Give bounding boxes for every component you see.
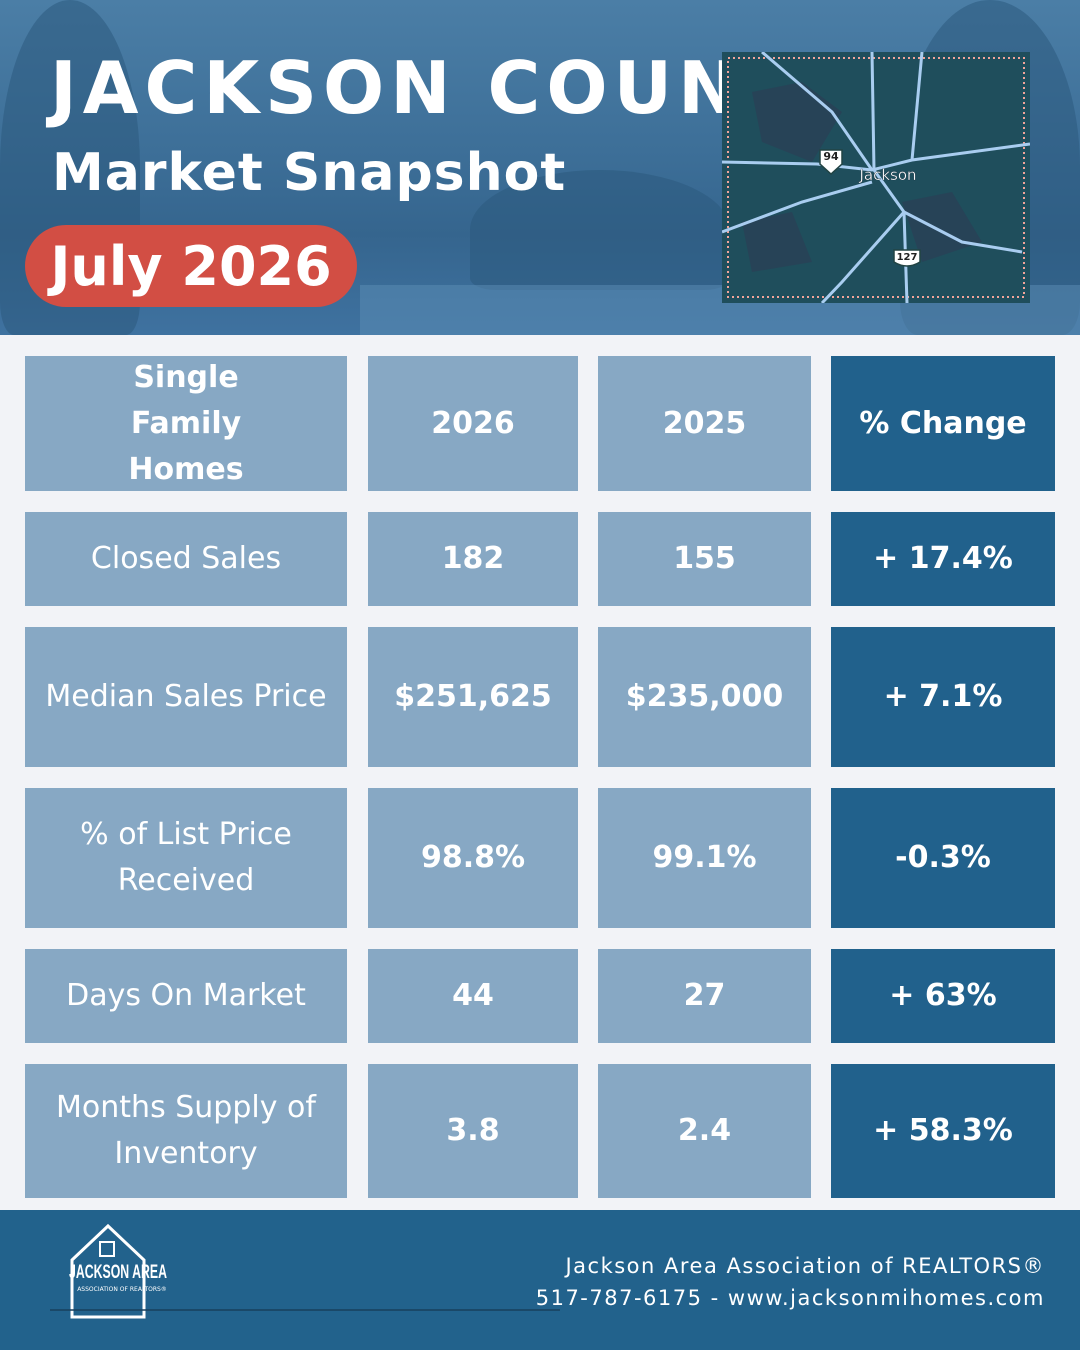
header-cell: 2025 [598,356,811,491]
header-cell: Single Family Homes [25,356,347,491]
map-city: Jackson [858,166,916,184]
organization: Jackson Area Association of REALTORS® [565,1254,1045,1278]
value-2025: 27 [598,949,811,1043]
logo: JACKSON AREA ASSOCIATION OF REALTORS® [50,1223,560,1319]
value-2025: 99.1% [598,788,811,928]
row-label: Median Sales Price [25,627,347,767]
header-cell: 2026 [368,356,578,491]
percent-change: + 63% [831,949,1055,1043]
header-cell: % Change [831,356,1055,491]
value-2026: 98.8% [368,788,578,928]
percent-change: -0.3% [831,788,1055,928]
value-2026: 3.8 [368,1064,578,1198]
row-label: Months Supply of Inventory [25,1064,347,1198]
value-2025: 2.4 [598,1064,811,1198]
map: 94 Jackson 127 [722,52,1030,303]
value-2025: $235,000 [598,627,811,767]
logo-name: JACKSON AREA [69,1262,167,1283]
row-label: % of List Price Received [25,788,347,928]
value-2025: 155 [598,512,811,606]
map-highway: 127 [897,252,918,263]
title: JACKSON COUNTY [50,46,858,130]
footer: JACKSON AREA ASSOCIATION OF REALTORS® Ja… [0,1210,1080,1350]
row-label: Closed Sales [25,512,347,606]
subtitle: Market Snapshot [52,143,567,203]
contact: 517-787-6175 - www.jacksonmihomes.com [535,1286,1045,1310]
percent-change: + 7.1% [831,627,1055,767]
value-2026: 44 [368,949,578,1043]
percent-change: + 17.4% [831,512,1055,606]
percent-change: + 58.3% [831,1064,1055,1198]
row-label: Days On Market [25,949,347,1043]
value-2026: 182 [368,512,578,606]
value-2026: $251,625 [368,627,578,767]
header: JACKSON COUNTY Market Snapshot July 2026… [0,0,1080,335]
date-badge: July 2026 [25,225,357,307]
logo-sub: ASSOCIATION OF REALTORS® [77,1286,167,1293]
map-interstate: 94 [823,150,839,163]
